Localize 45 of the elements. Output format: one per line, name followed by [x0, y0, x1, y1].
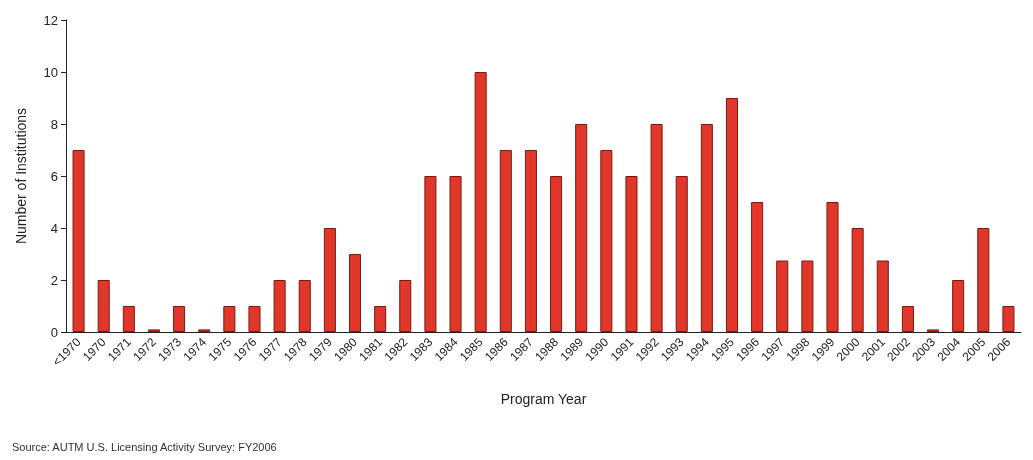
- bar: [348, 254, 362, 332]
- bar: [1002, 306, 1015, 332]
- bar: [374, 306, 387, 332]
- bar: [876, 260, 889, 332]
- y-tick-label: 2: [50, 272, 58, 288]
- y-tick-label: 6: [50, 168, 58, 184]
- bar: [977, 228, 990, 332]
- y-tick-label: 10: [43, 64, 58, 80]
- bar: [600, 150, 613, 332]
- bar: [273, 280, 286, 332]
- bar: [474, 72, 487, 332]
- bar: [449, 176, 462, 332]
- bar: [550, 176, 563, 332]
- bar: [72, 150, 85, 332]
- bar: [223, 306, 236, 332]
- source-note: Source: AUTM U.S. Licensing Activity Survey: FY2006: [12, 440, 277, 453]
- bar: [97, 280, 110, 332]
- bar: [122, 306, 135, 332]
- bar: [751, 202, 764, 332]
- y-tick-label: 0: [50, 324, 58, 340]
- y-axis-title: Number of Institutions: [13, 107, 29, 245]
- bar: [524, 150, 537, 332]
- bar: [952, 280, 965, 332]
- bar: [499, 150, 512, 332]
- bar: [675, 176, 688, 332]
- bar: [575, 124, 588, 332]
- bar: [424, 176, 437, 332]
- bar: [650, 124, 663, 332]
- bar: [625, 176, 638, 332]
- y-tick-label: 8: [50, 116, 58, 132]
- bar: [323, 228, 336, 332]
- bar: [725, 98, 739, 332]
- bar: [851, 228, 864, 332]
- bar: [901, 306, 914, 332]
- bar: [801, 260, 814, 332]
- bar: [399, 280, 412, 332]
- bar: [776, 260, 789, 332]
- bar: [173, 306, 186, 332]
- bar: [248, 306, 261, 332]
- y-tick-label: 4: [50, 220, 58, 236]
- bar: [298, 280, 311, 332]
- bar: [826, 202, 839, 332]
- x-axis-title: Program Year: [500, 391, 587, 407]
- bar: [700, 124, 713, 332]
- y-tick-label: 12: [43, 12, 58, 28]
